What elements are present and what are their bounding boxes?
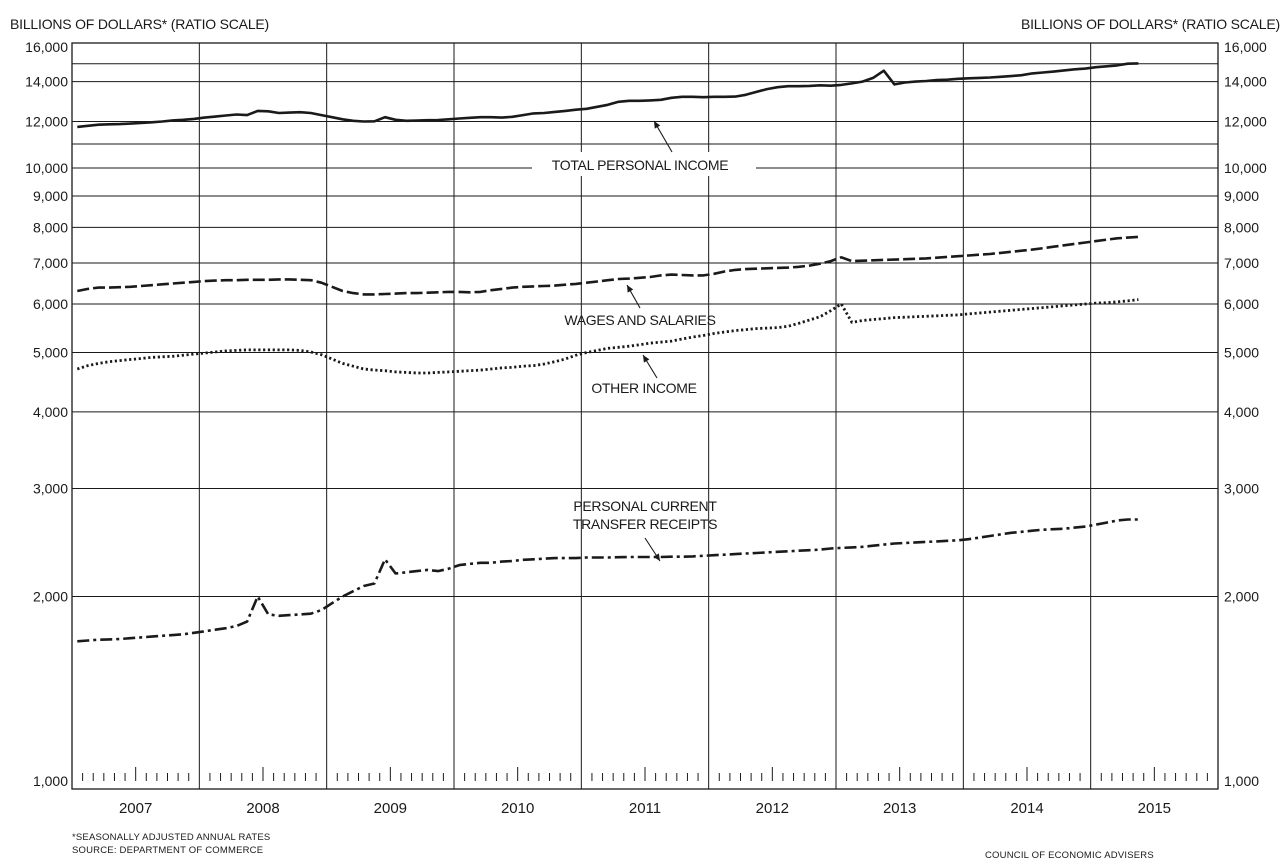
y-tick-right-6000: 6,000: [1224, 296, 1259, 312]
leader-transfer-receipts-head: [653, 553, 660, 561]
y-tick-left-3000: 3,000: [33, 481, 68, 497]
y-tick-right-1000: 1,000: [1224, 773, 1259, 789]
annotation-layer: TOTAL PERSONAL INCOME WAGES AND SALARIES…: [532, 120, 756, 562]
leader-wages-and-salaries-head: [627, 285, 634, 293]
annotation-transfer-line1: PERSONAL CURRENT: [573, 498, 717, 514]
x-tick-2007: 2007: [119, 800, 152, 817]
source-note: SOURCE: DEPARTMENT OF COMMERCE: [72, 845, 264, 856]
annotation-transfer-line2: TRANSFER RECEIPTS: [573, 516, 717, 532]
y-tick-left-8000: 8,000: [33, 219, 68, 235]
annotation-label-background: [532, 152, 756, 176]
leader-other-income-head: [643, 355, 650, 363]
left-axis-title: BILLIONS OF DOLLARS* (RATIO SCALE): [10, 16, 270, 32]
series-line-3: [77, 518, 1139, 643]
x-tick-2009: 2009: [374, 800, 407, 817]
credit-note: COUNCIL OF ECONOMIC ADVISERS: [985, 850, 1154, 861]
footnote: *SEASONALLY ADJUSTED ANNUAL RATES: [72, 832, 271, 843]
leader-total-personal-income-head: [654, 121, 661, 129]
y-tick-right-5000: 5,000: [1224, 345, 1259, 361]
y-tick-right-8000: 8,000: [1224, 219, 1259, 235]
y-tick-left-16000: 16,000: [25, 39, 68, 55]
y-tick-right-9000: 9,000: [1224, 188, 1259, 204]
series-layer: [76, 62, 1139, 643]
x-tick-2010: 2010: [501, 800, 534, 817]
x-tick-2011: 2011: [629, 800, 661, 817]
y-tick-left-10000: 10,000: [25, 160, 68, 176]
y-tick-left-6000: 6,000: [33, 296, 68, 312]
plot-frame: [71, 42, 1219, 790]
y-tick-left-9000: 9,000: [33, 188, 68, 204]
y-tick-right-4000: 4,000: [1224, 404, 1259, 420]
series-line-2: [76, 298, 1139, 375]
x-tick-2015: 2015: [1138, 800, 1171, 817]
y-tick-right-16000: 16,000: [1224, 39, 1267, 55]
y-tick-left-1000: 1,000: [33, 773, 68, 789]
x-tick-2012: 2012: [756, 800, 789, 817]
y-tick-left-14000: 14,000: [25, 74, 68, 90]
x-tick-2013: 2013: [883, 800, 916, 817]
y-tick-left-4000: 4,000: [33, 404, 68, 420]
y-tick-left-7000: 7,000: [33, 255, 68, 271]
x-tick-2014: 2014: [1010, 800, 1043, 817]
series-line-1: [77, 235, 1139, 296]
y-tick-right-3000: 3,000: [1224, 481, 1259, 497]
right-axis-title: BILLIONS OF DOLLARS* (RATIO SCALE): [1020, 16, 1280, 32]
annotation-total-personal-income: TOTAL PERSONAL INCOME: [552, 157, 729, 173]
y-tick-right-14000: 14,000: [1224, 74, 1267, 90]
grid-layer: 1,000 1,000 2,000 2,000 3,000 3,000 4,000 4,000…: [25, 39, 1267, 817]
annotation-other-income: OTHER INCOME: [591, 380, 696, 396]
y-tick-right-7000: 7,000: [1224, 255, 1259, 271]
y-tick-left-12000: 12,000: [25, 113, 68, 129]
y-tick-right-12000: 12,000: [1224, 113, 1267, 129]
series-line-0: [77, 62, 1139, 129]
x-tick-2008: 2008: [246, 800, 279, 817]
annotation-wages-and-salaries: WAGES AND SALARIES: [564, 312, 715, 328]
y-tick-right-2000: 2,000: [1224, 588, 1259, 604]
y-tick-right-10000: 10,000: [1224, 160, 1267, 176]
y-tick-left-2000: 2,000: [33, 588, 68, 604]
y-tick-left-5000: 5,000: [33, 345, 68, 361]
